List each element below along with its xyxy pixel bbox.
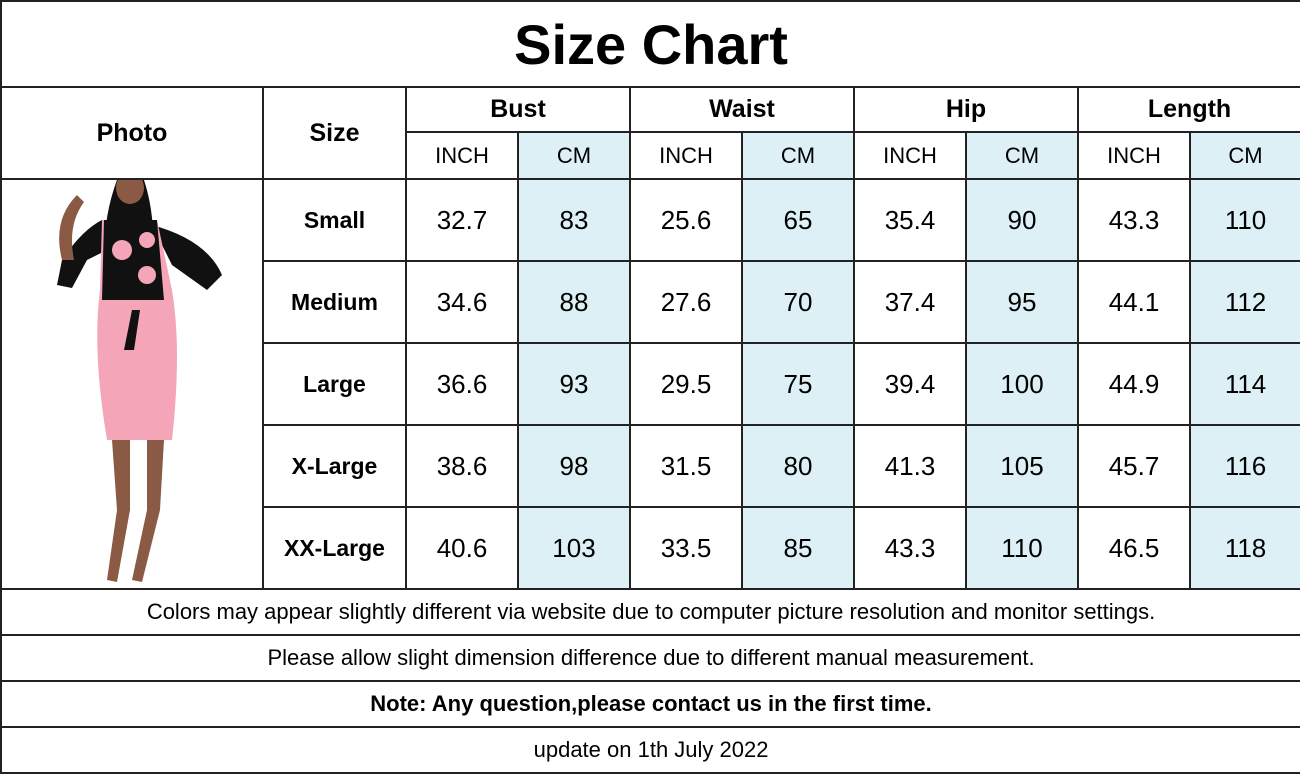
inch-value: 38.6 xyxy=(405,424,519,508)
size-label: XX-Large xyxy=(262,506,407,590)
inch-value: 46.5 xyxy=(1077,506,1191,590)
unit-header-cm: CM xyxy=(741,131,855,180)
size-label: Large xyxy=(262,342,407,426)
inch-value: 25.6 xyxy=(629,178,743,262)
header-length: Length xyxy=(1076,86,1300,133)
table-row: Small 32.7 83 25.6 65 35.4 90 43.3 110 xyxy=(0,178,1300,590)
inch-value: 41.3 xyxy=(853,424,967,508)
cm-value: 80 xyxy=(741,424,855,508)
inch-value: 36.6 xyxy=(405,342,519,426)
cm-value: 114 xyxy=(1188,342,1300,426)
dress-photo xyxy=(0,178,264,590)
header-photo: Photo xyxy=(0,86,264,180)
table-row: XX-Large 40.6 103 33.5 85 43.3 110 46.5 118 xyxy=(1,506,1300,590)
header-size: Size xyxy=(262,86,407,180)
size-label: Medium xyxy=(262,260,407,344)
cm-value: 83 xyxy=(517,178,631,262)
size-label: Small xyxy=(262,178,407,262)
cm-value: 88 xyxy=(517,260,631,344)
header-hip: Hip xyxy=(853,86,1079,133)
inch-value: 34.6 xyxy=(405,260,519,344)
cm-value: 90 xyxy=(965,178,1079,262)
inch-value: 43.3 xyxy=(853,506,967,590)
note-text: Colors may appear slightly different via… xyxy=(0,588,1300,636)
inch-value: 43.3 xyxy=(1077,178,1191,262)
inch-value: 35.4 xyxy=(853,178,967,262)
cm-value: 95 xyxy=(965,260,1079,344)
inch-value: 44.1 xyxy=(1077,260,1191,344)
cm-value: 75 xyxy=(741,342,855,426)
inch-value: 45.7 xyxy=(1077,424,1191,508)
note-text: Note: Any question,please contact us in … xyxy=(0,680,1300,728)
inch-value: 29.5 xyxy=(629,342,743,426)
inch-value: 39.4 xyxy=(853,342,967,426)
cm-value: 112 xyxy=(1188,260,1300,344)
cm-value: 118 xyxy=(1188,506,1300,590)
table-row: X-Large 38.6 98 31.5 80 41.3 105 45.7 116 xyxy=(1,424,1300,508)
inch-value: 31.5 xyxy=(629,424,743,508)
cm-value: 85 xyxy=(741,506,855,590)
unit-header-inch: INCH xyxy=(405,131,519,180)
size-label: X-Large xyxy=(262,424,407,508)
unit-header-cm: CM xyxy=(517,131,631,180)
cm-value: 100 xyxy=(965,342,1079,426)
inch-value: 37.4 xyxy=(853,260,967,344)
unit-header-inch: INCH xyxy=(629,131,743,180)
cm-value: 103 xyxy=(517,506,631,590)
inch-value: 40.6 xyxy=(405,506,519,590)
unit-header-inch: INCH xyxy=(1077,131,1191,180)
unit-header-inch: INCH xyxy=(853,131,967,180)
unit-header-cm: CM xyxy=(965,131,1079,180)
inch-value: 32.7 xyxy=(405,178,519,262)
inch-value: 27.6 xyxy=(629,260,743,344)
header-waist: Waist xyxy=(629,86,855,133)
cm-value: 110 xyxy=(965,506,1079,590)
cm-value: 98 xyxy=(517,424,631,508)
note-text: update on 1th July 2022 xyxy=(0,726,1300,774)
note-text: Please allow slight dimension difference… xyxy=(0,634,1300,682)
header-bust: Bust xyxy=(405,86,631,133)
inch-value: 33.5 xyxy=(629,506,743,590)
cm-value: 110 xyxy=(1188,178,1300,262)
cm-value: 105 xyxy=(965,424,1079,508)
inch-value: 44.9 xyxy=(1077,342,1191,426)
table-row: Large 36.6 93 29.5 75 39.4 100 44.9 114 xyxy=(1,342,1300,426)
page-title: Size Chart xyxy=(0,0,1300,88)
cm-value: 93 xyxy=(517,342,631,426)
cm-value: 65 xyxy=(741,178,855,262)
unit-header-cm: CM xyxy=(1188,131,1300,180)
cm-value: 116 xyxy=(1188,424,1300,508)
dress-model-image xyxy=(57,180,222,582)
table-row: Medium 34.6 88 27.6 70 37.4 95 44.1 112 xyxy=(1,260,1300,344)
cm-value: 70 xyxy=(741,260,855,344)
